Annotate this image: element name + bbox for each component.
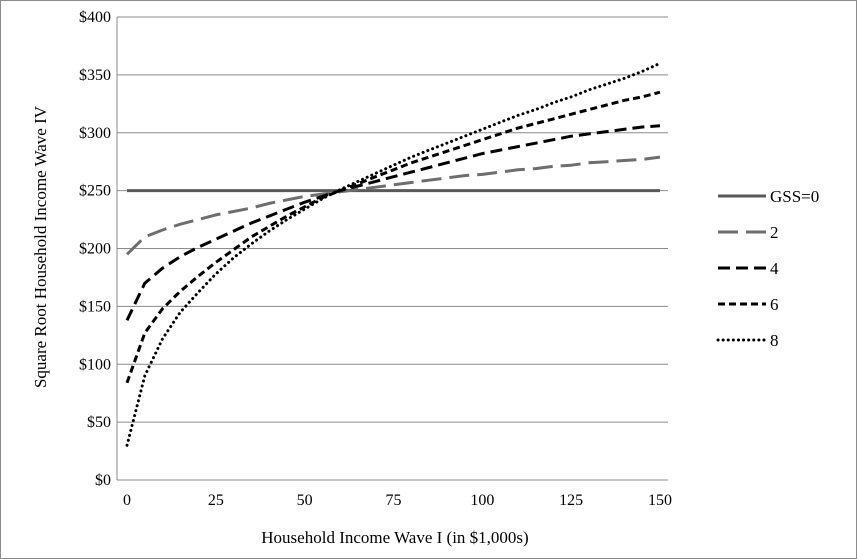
y-tick-label: $300 bbox=[79, 125, 111, 142]
y-tick-label: $400 bbox=[79, 9, 111, 26]
y-tick-label: $150 bbox=[79, 298, 111, 315]
series-line-5 bbox=[125, 61, 662, 447]
gridlines bbox=[117, 16, 668, 423]
legend-label: 6 bbox=[770, 295, 779, 314]
axes bbox=[116, 17, 668, 481]
x-tick-label: 25 bbox=[208, 492, 224, 509]
series-line-3 bbox=[125, 124, 661, 321]
y-tick-label: $100 bbox=[79, 356, 111, 373]
series-line-4 bbox=[125, 90, 661, 384]
series-lines bbox=[125, 61, 662, 447]
y-tick-label: $200 bbox=[79, 241, 111, 258]
legend-label: GSS=0 bbox=[770, 187, 819, 206]
y-axis-title: Square Root Household Income Wave IV bbox=[31, 105, 50, 388]
x-tick-label: 150 bbox=[648, 492, 672, 509]
y-tick-label: $350 bbox=[79, 67, 111, 84]
x-tick-label: 125 bbox=[559, 492, 583, 509]
legend-label: 2 bbox=[770, 223, 779, 242]
y-tick-label: $250 bbox=[79, 183, 111, 200]
x-tick-label: 0 bbox=[123, 492, 131, 509]
legend-label: 4 bbox=[770, 259, 779, 278]
x-tick-label: 75 bbox=[386, 492, 402, 509]
x-axis-title: Household Income Wave I (in $1,000s) bbox=[261, 528, 528, 547]
x-tick-labels: 0 25 50 75 100 125 150 bbox=[123, 492, 672, 509]
legend: GSS=0 2 4 6 8 bbox=[716, 187, 819, 350]
x-tick-label: 50 bbox=[297, 492, 313, 509]
legend-label: 8 bbox=[770, 331, 779, 350]
y-tick-labels: $0 $50 $100 $150 $200 $250 $300 $350 $400 bbox=[79, 9, 111, 489]
y-tick-label: $50 bbox=[87, 414, 111, 431]
series-line-2 bbox=[125, 155, 661, 256]
x-tick-label: 100 bbox=[470, 492, 494, 509]
y-tick-label: $0 bbox=[95, 472, 111, 489]
